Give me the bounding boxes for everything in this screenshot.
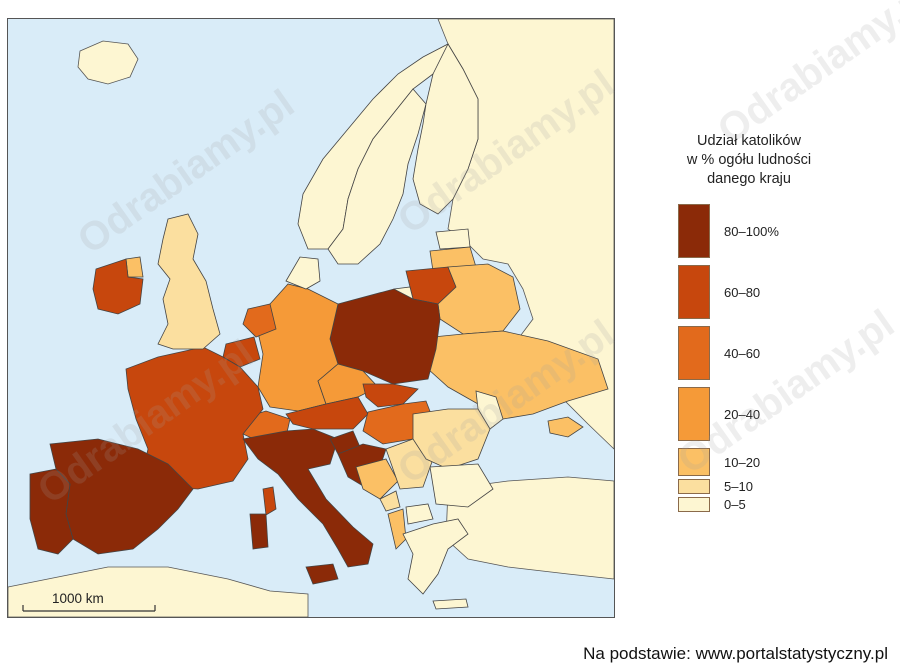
legend-title: Udział katolików w % ogółu ludności dane… xyxy=(664,132,834,189)
legend-item: 40–60 xyxy=(678,326,760,380)
legend-title-line: Udział katolików xyxy=(697,133,801,149)
legend-item: 60–80 xyxy=(678,265,760,319)
ukraine xyxy=(427,330,609,420)
legend-title-line: danego kraju xyxy=(707,171,791,187)
portugal xyxy=(29,468,74,555)
legend-label: 0–5 xyxy=(724,497,746,512)
belgium xyxy=(222,336,261,368)
legend-item: 80–100% xyxy=(678,204,779,258)
romania xyxy=(412,408,491,470)
legend-item: 20–40 xyxy=(678,387,760,441)
turkey-land xyxy=(445,476,614,580)
sweden xyxy=(327,88,427,265)
ireland xyxy=(92,258,144,315)
legend: Udział katolików w % ogółu ludności dane… xyxy=(664,132,844,512)
legend-swatch xyxy=(678,204,710,258)
legend-label: 40–60 xyxy=(724,345,761,361)
watermark: Odrabiamy.pl xyxy=(709,0,900,153)
scale-bar-label: 1000 km xyxy=(52,591,104,606)
scale-bar xyxy=(22,605,156,612)
legend-swatch xyxy=(678,387,710,441)
north-africa-land xyxy=(8,566,309,617)
legend-title-line: w % ogółu ludności xyxy=(686,152,812,168)
legend-swatch xyxy=(678,448,710,476)
legend-label: 5–10 xyxy=(724,479,753,494)
bulgaria xyxy=(429,463,494,508)
legend-label: 20–40 xyxy=(724,406,761,422)
great-britain xyxy=(157,213,221,350)
sardinia xyxy=(249,513,269,550)
france xyxy=(125,346,264,490)
legend-label: 80–100% xyxy=(724,223,779,239)
macedonia xyxy=(405,503,434,525)
source-note: Na podstawie: www.portalstatystyczny.pl xyxy=(583,644,888,663)
legend-item: 10–20 xyxy=(678,448,760,476)
legend-swatch xyxy=(678,497,710,512)
montenegro xyxy=(379,490,401,512)
iceland xyxy=(77,40,139,85)
legend-label: 10–20 xyxy=(724,454,761,470)
legend-swatch xyxy=(678,479,710,494)
italy xyxy=(242,428,374,568)
northern-ireland xyxy=(125,256,144,278)
netherlands xyxy=(242,303,277,338)
austria xyxy=(285,396,369,430)
denmark xyxy=(285,256,321,290)
finland xyxy=(412,43,479,215)
europe-map: 1000 km xyxy=(7,18,615,618)
corsica xyxy=(262,486,277,516)
moldova xyxy=(475,390,504,430)
legend-swatch xyxy=(678,265,710,319)
greece xyxy=(402,518,469,595)
legend-swatch xyxy=(678,326,710,380)
legend-item: 5–10 xyxy=(678,479,753,494)
crimea xyxy=(547,416,584,438)
legend-item: 0–5 xyxy=(678,497,746,512)
legend-label: 60–80 xyxy=(724,284,761,300)
crete xyxy=(432,598,469,610)
bosnia xyxy=(355,458,399,500)
sicily xyxy=(305,563,339,585)
estonia xyxy=(435,228,471,250)
